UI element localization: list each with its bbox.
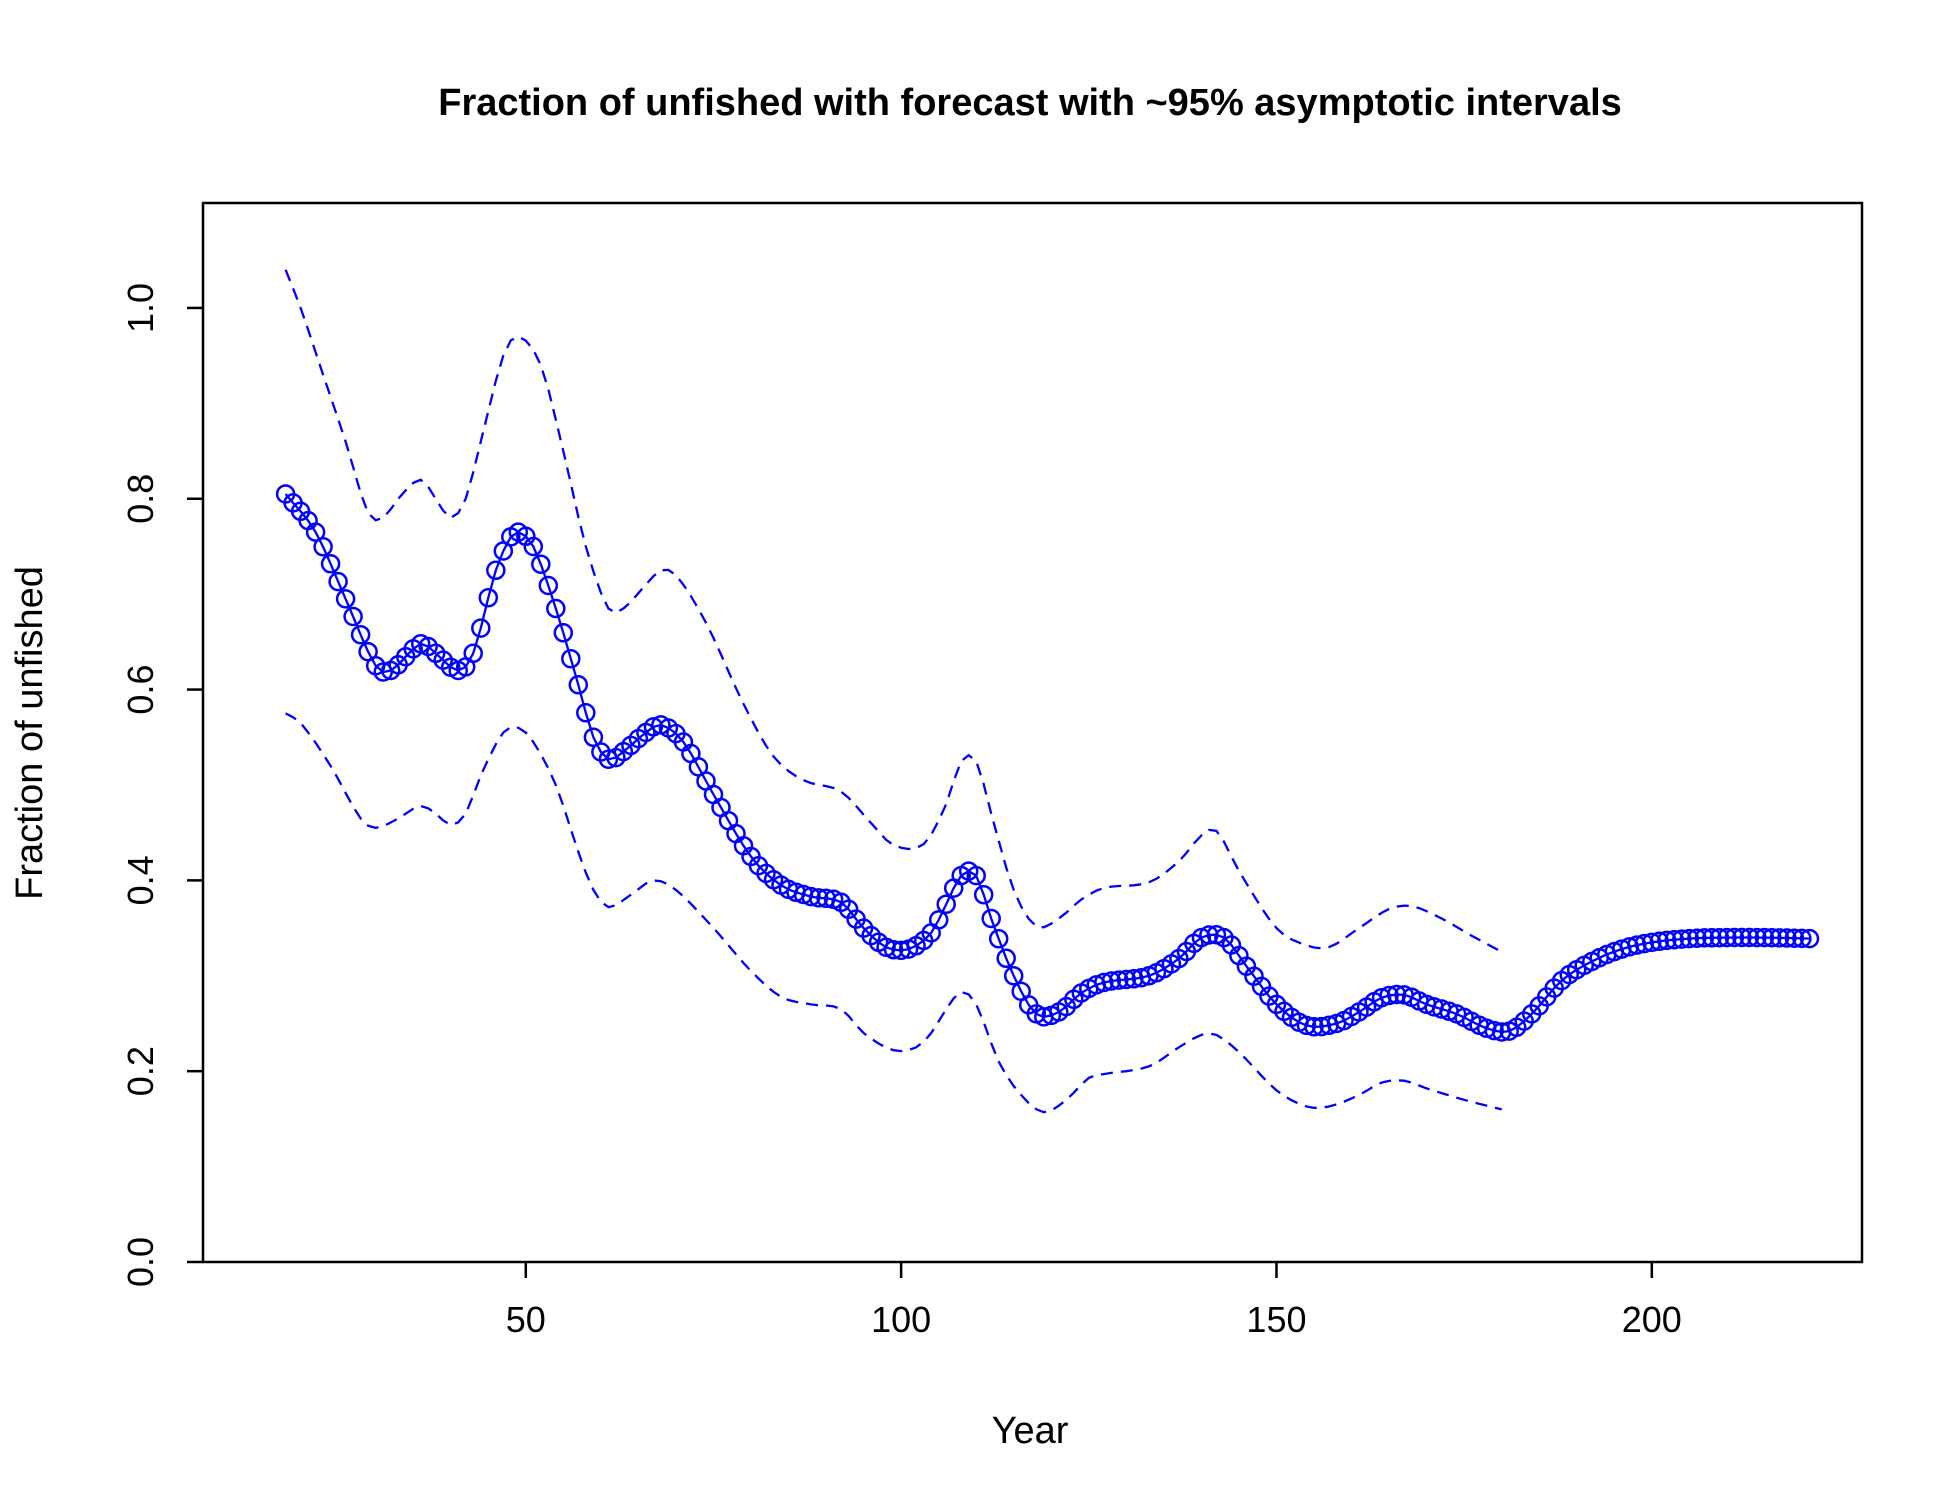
estimate-point	[1762, 927, 1782, 948]
estimate-point	[1124, 969, 1144, 989]
estimate-point	[1003, 966, 1024, 986]
estimate-point	[1747, 927, 1767, 948]
estimate-point	[1672, 929, 1692, 949]
estimate-point	[1732, 927, 1752, 948]
estimate-point	[966, 865, 986, 886]
x-tick-label: 100	[871, 1299, 931, 1340]
x-axis-label: Year	[992, 1410, 1069, 1452]
estimate-point	[1687, 928, 1707, 948]
y-tick-label: 0.4	[120, 855, 161, 905]
estimate-point	[1754, 927, 1775, 948]
estimate-point	[523, 536, 544, 557]
estimate-point	[1386, 984, 1407, 1005]
estimate-point	[343, 606, 363, 627]
y-tick-label: 0.8	[120, 474, 161, 524]
estimate-point	[981, 908, 1001, 929]
estimate-point	[1694, 928, 1715, 948]
estimate-point	[598, 749, 619, 769]
estimate-point	[313, 537, 333, 557]
estimate-point	[568, 675, 589, 695]
estimate-point	[643, 717, 664, 737]
estimate-point	[1311, 1016, 1332, 1037]
estimate-point	[1634, 933, 1655, 954]
estimate-point	[471, 618, 491, 638]
estimate-point	[936, 894, 956, 914]
estimate-point	[350, 624, 371, 645]
y-axis-label: Fraction of unfished	[9, 566, 51, 900]
estimate-point	[553, 623, 574, 643]
lower-interval-line	[285, 712, 1502, 1114]
estimate-point	[1717, 927, 1737, 948]
estimate-point	[1702, 928, 1722, 948]
estimate-point	[320, 554, 341, 574]
estimate-point	[1769, 928, 1790, 948]
estimate-point	[1649, 931, 1670, 952]
estimate-point	[1199, 925, 1219, 945]
estimate-point	[1304, 1017, 1324, 1037]
y-tick-label: 0.0	[120, 1237, 161, 1287]
estimate-line	[284, 493, 1810, 1034]
estimate-point	[538, 575, 559, 596]
estimate-point	[463, 643, 483, 664]
estimate-point	[1784, 928, 1805, 948]
estimate-point	[1679, 928, 1700, 949]
estimate-point	[928, 910, 949, 930]
estimate-point	[1664, 929, 1685, 950]
estimate-point	[335, 589, 356, 609]
estimate-point	[1799, 928, 1820, 949]
estimate-point	[546, 598, 566, 619]
y-tick-label: 0.2	[120, 1046, 161, 1096]
x-tick-label: 150	[1246, 1299, 1306, 1340]
x-tick-label: 200	[1622, 1299, 1682, 1340]
estimate-point	[1657, 930, 1677, 951]
estimate-point	[1627, 935, 1647, 955]
estimate-point	[1116, 969, 1137, 990]
estimate-point	[486, 560, 506, 581]
estimate-point	[1484, 1020, 1504, 1041]
estimate-point	[1371, 987, 1392, 1008]
y-axis: 0.0 0.2 0.4 0.6 0.8 1.0	[120, 283, 203, 1287]
estimate-point	[988, 929, 1009, 949]
plot-frame	[201, 201, 1864, 1264]
estimate-point	[883, 939, 904, 960]
estimate-point	[1296, 1015, 1317, 1036]
estimate-point	[801, 886, 821, 907]
estimate-point	[1379, 985, 1399, 1006]
chart-title: Fraction of unfished with forecast with …	[438, 82, 1622, 124]
x-axis: 50 100 150 200	[506, 1262, 1682, 1340]
upper-interval-line	[284, 269, 1503, 953]
estimate-point	[1094, 972, 1114, 993]
estimate-point	[973, 884, 994, 905]
estimate-point	[996, 948, 1016, 969]
estimate-point	[478, 587, 499, 608]
estimate-point	[1101, 971, 1122, 991]
estimate-point	[561, 648, 581, 669]
estimate-point	[808, 888, 829, 908]
y-tick-label: 1.0	[120, 283, 161, 333]
estimate-point	[1109, 970, 1129, 990]
estimate-point	[1642, 932, 1662, 953]
y-tick-label: 0.6	[120, 665, 161, 715]
estimate-point	[1709, 927, 1730, 948]
estimate-point	[328, 571, 348, 592]
x-tick-label: 50	[506, 1299, 546, 1340]
estimate-point	[1777, 928, 1797, 948]
estimate-point	[1739, 927, 1760, 948]
estimate-point	[531, 554, 551, 574]
estimate-point	[1792, 928, 1812, 949]
series-layer	[275, 269, 1820, 1114]
estimate-point	[576, 703, 596, 723]
estimate-point	[1724, 927, 1745, 948]
